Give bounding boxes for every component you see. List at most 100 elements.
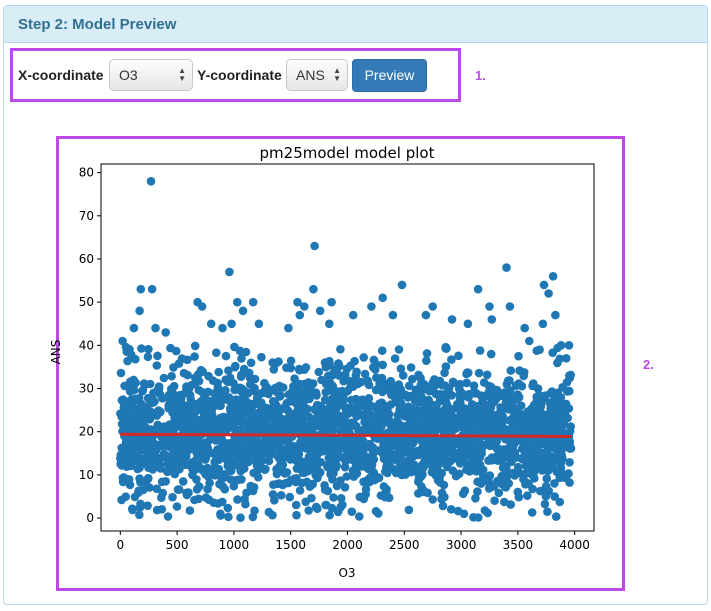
scatter-point [482, 370, 492, 380]
scatter-point [454, 351, 463, 361]
scatter-point [170, 462, 180, 471]
scatter-point [400, 440, 409, 449]
scatter-point [235, 425, 244, 435]
scatter-point [295, 415, 304, 425]
y-coordinate-select[interactable]: ANS ▲ ▼ [286, 59, 348, 91]
scatter-point [292, 510, 301, 520]
scatter-point [186, 400, 196, 409]
scatter-point [129, 323, 139, 333]
scatter-point [194, 376, 204, 386]
scatter-point [301, 363, 311, 372]
scatter-point [332, 412, 342, 422]
scatter-point [561, 473, 571, 483]
scatter-point [310, 405, 319, 414]
scatter-point [445, 404, 454, 414]
scatter-point [249, 384, 259, 394]
scatter-point [125, 345, 134, 354]
scatter-point [335, 361, 344, 371]
scatter-point [326, 469, 335, 479]
scatter-point [223, 376, 233, 385]
scatter-point [239, 390, 249, 400]
scatter-point [301, 497, 311, 507]
scatter-point [137, 344, 146, 353]
scatter-point [203, 437, 212, 447]
scatter-point [359, 436, 368, 446]
scatter-point [333, 369, 343, 379]
scatter-point [275, 381, 284, 391]
scatter-point [390, 354, 400, 363]
scatter-point [236, 513, 245, 522]
scatter-point [358, 395, 367, 405]
scatter-point [428, 302, 438, 311]
scatter-point [157, 477, 167, 487]
scatter-point [396, 364, 406, 374]
x-coordinate-label: X-coordinate [18, 67, 104, 83]
scatter-point [248, 297, 258, 307]
scatter-point [340, 388, 350, 397]
scatter-point [523, 491, 532, 501]
scatter-point [446, 505, 456, 514]
scatter-point [278, 480, 288, 490]
scatter-point [270, 496, 279, 505]
scatter-point [325, 361, 335, 370]
scatter-point [397, 280, 407, 290]
scatter-point [483, 417, 493, 426]
scatter-point [555, 497, 565, 507]
scatter-point [171, 418, 180, 428]
scatter-point [542, 474, 552, 483]
scatter-point [191, 465, 200, 474]
scatter-point [427, 445, 437, 455]
scatter-point [313, 446, 323, 455]
scatter-point [391, 468, 401, 478]
scatter-point [487, 453, 497, 462]
scatter-point [543, 507, 552, 516]
scatter-point [143, 352, 153, 362]
scatter-point [515, 366, 524, 375]
scatter-point [134, 488, 143, 498]
scatter-point [130, 378, 140, 388]
scatter-point [261, 464, 270, 474]
scatter-point [551, 310, 560, 320]
scatter-point [435, 478, 445, 487]
scatter-point [152, 484, 162, 494]
scatter-point [360, 456, 369, 466]
scatter-point [310, 241, 319, 251]
scatter-point [268, 358, 277, 367]
scatter-point [548, 456, 558, 465]
scatter-point [262, 382, 271, 392]
scatter-point [428, 495, 438, 504]
panel-header: Step 2: Model Preview [4, 6, 707, 43]
scatter-point [469, 381, 479, 391]
scatter-point [387, 390, 396, 400]
scatter-point [438, 381, 447, 390]
scatter-point [419, 399, 429, 409]
scatter-point [270, 439, 279, 448]
scatter-point [472, 456, 482, 466]
scatter-point [347, 395, 356, 405]
scatter-point [158, 488, 168, 498]
scatter-point [355, 450, 365, 459]
scatter-point [347, 507, 357, 516]
scatter-point [455, 469, 464, 479]
scatter-point [514, 351, 523, 361]
scatter-point [123, 356, 132, 366]
scatter-point [172, 502, 182, 511]
preview-button[interactable]: Preview [352, 59, 427, 92]
scatter-point [179, 447, 188, 457]
scatter-point [270, 402, 279, 411]
y-tick-label: 40 [79, 338, 94, 352]
scatter-point [152, 361, 162, 370]
scatter-point [474, 368, 484, 378]
scatter-point [215, 390, 224, 399]
scatter-point [388, 310, 398, 320]
scatter-point [225, 267, 234, 277]
scatter-point [356, 377, 366, 387]
scatter-point [139, 434, 148, 444]
scatter-point [480, 475, 490, 485]
scatter-point [185, 506, 195, 515]
annotation-box-plot [56, 136, 625, 591]
scatter-point [421, 310, 431, 320]
scatter-point [514, 379, 523, 388]
scatter-point [118, 473, 128, 483]
x-coordinate-select[interactable]: O3 ▲ ▼ [109, 59, 193, 91]
